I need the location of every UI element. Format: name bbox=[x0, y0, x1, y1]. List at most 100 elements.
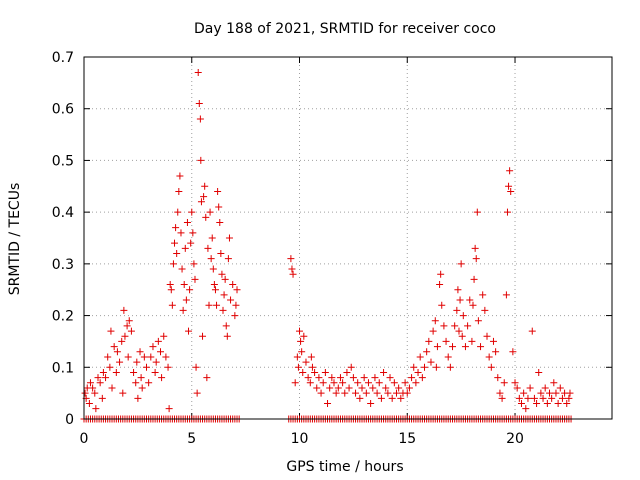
data-point bbox=[437, 270, 445, 278]
data-point bbox=[423, 348, 431, 356]
data-point bbox=[563, 399, 571, 407]
data-point bbox=[294, 363, 302, 371]
data-point bbox=[98, 394, 106, 402]
data-point bbox=[466, 296, 474, 304]
data-point bbox=[223, 332, 231, 340]
data-point bbox=[526, 384, 534, 392]
data-point bbox=[299, 368, 307, 376]
data-point bbox=[377, 394, 385, 402]
data-point bbox=[110, 343, 118, 351]
data-point bbox=[330, 379, 338, 387]
data-point bbox=[308, 363, 316, 371]
data-point bbox=[321, 368, 329, 376]
data-point bbox=[524, 394, 532, 402]
data-point bbox=[343, 368, 351, 376]
data-point bbox=[297, 337, 305, 345]
data-point bbox=[133, 358, 141, 366]
data-point bbox=[543, 399, 551, 407]
plot-frame bbox=[83, 56, 613, 420]
data-point bbox=[517, 399, 525, 407]
data-point bbox=[373, 389, 381, 397]
x-tick-label: 10 bbox=[291, 431, 309, 447]
data-point bbox=[456, 296, 464, 304]
data-point bbox=[421, 363, 429, 371]
data-point bbox=[181, 244, 189, 252]
y-tick-label: 0.4 bbox=[52, 205, 74, 221]
data-point bbox=[432, 363, 440, 371]
data-point bbox=[123, 322, 131, 330]
data-point bbox=[206, 208, 214, 216]
data-point bbox=[186, 286, 194, 294]
data-point bbox=[401, 379, 409, 387]
data-point bbox=[328, 374, 336, 382]
data-point bbox=[298, 348, 306, 356]
data-point bbox=[477, 343, 485, 351]
data-point bbox=[356, 394, 364, 402]
data-point bbox=[458, 332, 466, 340]
data-point bbox=[138, 384, 146, 392]
data-point bbox=[336, 374, 344, 382]
data-point bbox=[369, 384, 377, 392]
data-point bbox=[94, 374, 102, 382]
data-point bbox=[112, 368, 120, 376]
data-point bbox=[140, 353, 148, 361]
data-point bbox=[352, 389, 360, 397]
data-point bbox=[91, 389, 99, 397]
data-point bbox=[104, 353, 112, 361]
y-tick-label: 0.1 bbox=[52, 360, 74, 376]
data-point bbox=[388, 394, 396, 402]
data-point bbox=[367, 399, 375, 407]
data-point bbox=[211, 286, 219, 294]
data-point bbox=[315, 374, 323, 382]
data-point bbox=[489, 337, 497, 345]
data-point bbox=[530, 394, 538, 402]
data-point bbox=[200, 193, 208, 201]
data-point bbox=[375, 379, 383, 387]
data-point bbox=[192, 363, 200, 371]
data-point bbox=[471, 244, 479, 252]
data-point bbox=[485, 353, 493, 361]
data-point bbox=[470, 275, 478, 283]
data-point bbox=[522, 405, 530, 413]
data-point bbox=[175, 187, 183, 195]
data-point bbox=[137, 374, 145, 382]
data-point bbox=[464, 322, 472, 330]
data-point bbox=[142, 363, 150, 371]
data-point bbox=[311, 368, 319, 376]
data-point bbox=[483, 332, 491, 340]
data-point bbox=[118, 337, 126, 345]
data-point bbox=[86, 379, 94, 387]
data-point bbox=[232, 301, 240, 309]
data-point bbox=[204, 244, 212, 252]
data-point bbox=[195, 100, 203, 108]
data-point bbox=[446, 363, 454, 371]
y-tick-label: 0.7 bbox=[52, 50, 74, 66]
data-point bbox=[127, 327, 135, 335]
data-point bbox=[455, 327, 463, 335]
data-point bbox=[319, 379, 327, 387]
data-point bbox=[498, 394, 506, 402]
data-point bbox=[81, 389, 89, 397]
data-point bbox=[196, 115, 204, 123]
data-point bbox=[124, 353, 132, 361]
data-point bbox=[96, 379, 104, 387]
data-point bbox=[390, 379, 398, 387]
data-point bbox=[358, 384, 366, 392]
data-point bbox=[306, 379, 314, 387]
data-point bbox=[162, 353, 170, 361]
data-point bbox=[392, 389, 400, 397]
x-tick-label: 20 bbox=[506, 431, 524, 447]
data-point bbox=[546, 389, 554, 397]
data-point bbox=[334, 384, 342, 392]
data-point bbox=[380, 368, 388, 376]
data-point bbox=[121, 332, 129, 340]
data-point bbox=[102, 374, 110, 382]
data-point bbox=[505, 182, 513, 190]
data-point bbox=[349, 374, 357, 382]
data-point bbox=[339, 379, 347, 387]
data-point bbox=[136, 348, 144, 356]
data-point bbox=[287, 255, 295, 263]
data-point bbox=[537, 389, 545, 397]
